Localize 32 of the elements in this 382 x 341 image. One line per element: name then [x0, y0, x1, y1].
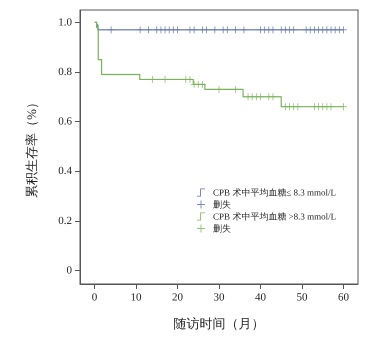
y-tick-label: 0.4 — [58, 165, 72, 178]
y-tick-label: 0.8 — [58, 66, 72, 78]
point — [108, 26, 115, 34]
point — [203, 26, 210, 34]
point — [144, 26, 152, 34]
x-tick-label: 50 — [296, 292, 308, 304]
point — [269, 26, 276, 34]
point — [190, 26, 198, 34]
point — [232, 26, 240, 34]
legend-label: 删失 — [213, 224, 231, 234]
y-tick-label: 0.2 — [58, 214, 72, 227]
x-tick-label: 0 — [92, 292, 98, 304]
y-tick-label: 0 — [66, 264, 72, 276]
x-tick-label: 60 — [338, 292, 350, 304]
point — [211, 26, 218, 34]
y-axis-title: 累积生存率（%） — [24, 96, 39, 198]
x-tick-label: 40 — [254, 292, 266, 304]
legend-label: 删失 — [213, 200, 231, 210]
point — [136, 26, 144, 34]
legend-label: CPB 术中平均血糖≤ 8.3 mmol/L — [213, 188, 336, 198]
x-tick-label: 20 — [172, 292, 184, 304]
y-tick-label: 1.0 — [58, 16, 72, 28]
x-tick-label: 30 — [214, 292, 225, 304]
legend-label: CPB 术中平均血糖 >8.3 mmol/L — [213, 212, 336, 222]
point — [232, 86, 240, 93]
point — [216, 86, 222, 93]
x-tick-label: 10 — [130, 292, 142, 304]
y-tick-label: 0.6 — [58, 116, 72, 128]
point — [174, 26, 182, 34]
x-axis-title: 随访时间（月） — [174, 316, 264, 331]
point — [340, 26, 347, 34]
point — [240, 26, 248, 34]
